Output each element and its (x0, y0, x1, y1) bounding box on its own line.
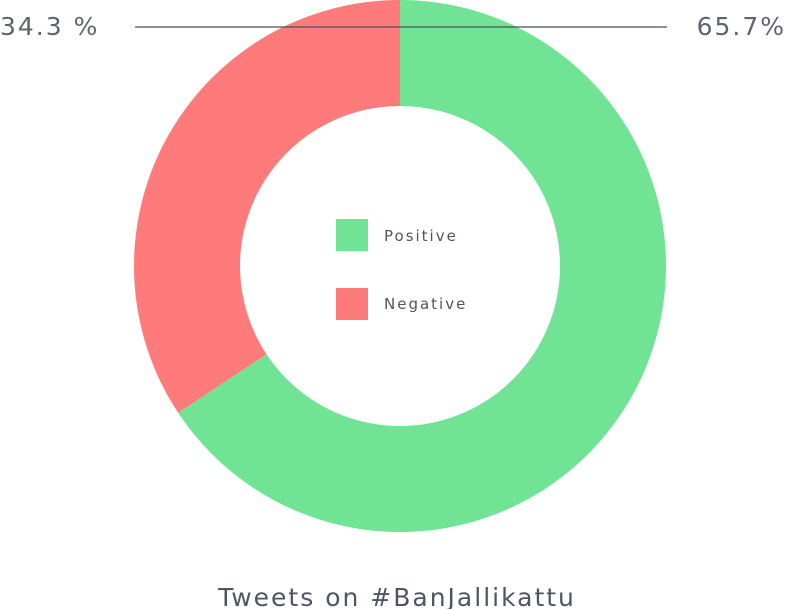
legend-label-positive: Positive (384, 227, 458, 245)
slice-negative (134, 0, 400, 413)
chart-title: Tweets on #BanJallikattu (217, 583, 576, 609)
data-label-positive: 65.7% (697, 12, 786, 41)
legend-label-negative: Negative (384, 295, 467, 313)
data-label-negative: 34.3 % (0, 12, 99, 41)
legend: Positive Negative (336, 219, 467, 320)
slice-positive (178, 0, 666, 532)
legend-swatch-negative (336, 288, 368, 320)
legend-swatch-positive (336, 219, 368, 251)
donut-slices (134, 0, 666, 532)
